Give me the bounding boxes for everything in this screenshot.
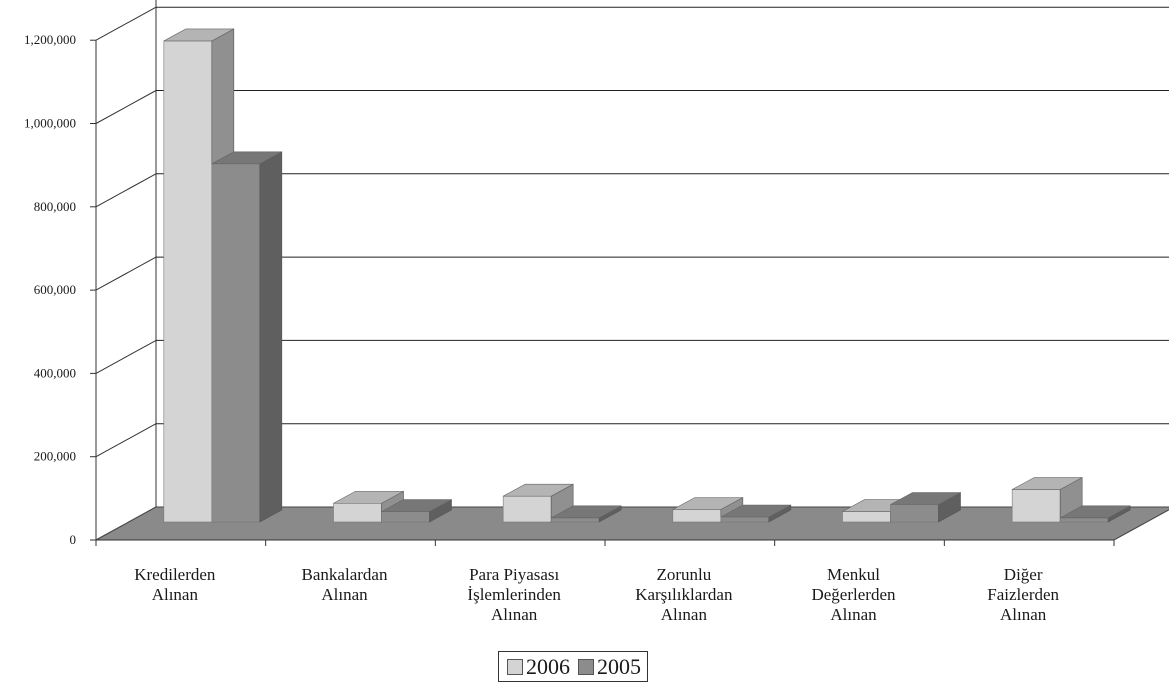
x-category-label: Kredilerden [134,565,216,584]
legend-item-2005: 2005 [578,653,641,679]
bar-top-2006-2 [503,483,574,497]
bar-2005-4 [890,504,939,523]
side-gridline [95,173,157,208]
y-tick-label: 0 [70,532,77,547]
x-category-label: Alınan [830,605,877,624]
bar-top-2006-0 [163,28,234,42]
bar-top-2005-4 [890,492,961,505]
bar-top-2006-3 [672,497,743,510]
y-tick-label: 200,000 [34,449,76,464]
x-category-label: Alınan [152,585,199,604]
bar-side-2005-0 [259,151,283,523]
x-category-label: Alınan [661,605,708,624]
back-wall [156,0,1169,507]
legend: 2006 2005 [498,651,648,682]
x-category-label: Menkul [827,565,880,584]
x-category-label: İşlemlerinden [467,585,561,604]
x-category-label: Alınan [491,605,538,624]
side-gridline [95,256,157,291]
side-gridline [95,6,157,41]
legend-swatch-2006 [507,658,523,675]
bar-2006-1 [333,502,382,523]
bar-2005-3 [720,516,770,523]
bar-2006-3 [672,509,722,523]
y-tick-label: 1,000,000 [24,116,76,131]
y-tick-label: 800,000 [34,199,76,214]
bar-top-2006-5 [1012,477,1083,490]
bar-2005-1 [381,511,430,523]
bar-top-2005-1 [381,499,452,512]
bar-2005-5 [1059,517,1109,523]
bar-top-2005-5 [1060,505,1131,519]
side-gridline [95,423,157,458]
bar-2006-4 [842,511,891,523]
bar-2006-2 [502,495,552,523]
bar-top-2005-2 [551,505,622,519]
side-gridline [95,90,157,124]
legend-item-2006: 2006 [507,653,570,679]
bar-2006-0 [163,40,213,523]
bar-top-2005-3 [720,504,791,518]
y-tick-label: 1,200,000 [24,32,76,47]
x-category-label: Para Piyasası [469,565,559,584]
x-category-label: Zorunlu [656,565,711,584]
x-category-label: Alınan [321,585,368,604]
x-category-label: Faizlerden [987,585,1059,604]
bar-2005-0 [211,163,261,523]
legend-label-2006: 2006 [526,653,570,679]
y-tick-label: 600,000 [34,282,76,297]
bar-top-2006-1 [333,490,404,504]
bar-top-2005-0 [211,151,282,165]
x-category-label: Değerlerden [811,585,896,604]
x-category-label: Karşılıklardan [635,585,733,604]
x-category-label: Bankalardan [302,565,388,584]
side-gridline [95,339,157,374]
bar-2005-2 [550,517,600,523]
x-category-label: Alınan [1000,605,1047,624]
legend-label-2005: 2005 [597,653,641,679]
legend-swatch-2005 [578,658,594,675]
bar-2006-5 [1011,489,1061,523]
y-tick-label: 400,000 [34,365,76,380]
x-category-label: Diğer [1004,565,1043,584]
